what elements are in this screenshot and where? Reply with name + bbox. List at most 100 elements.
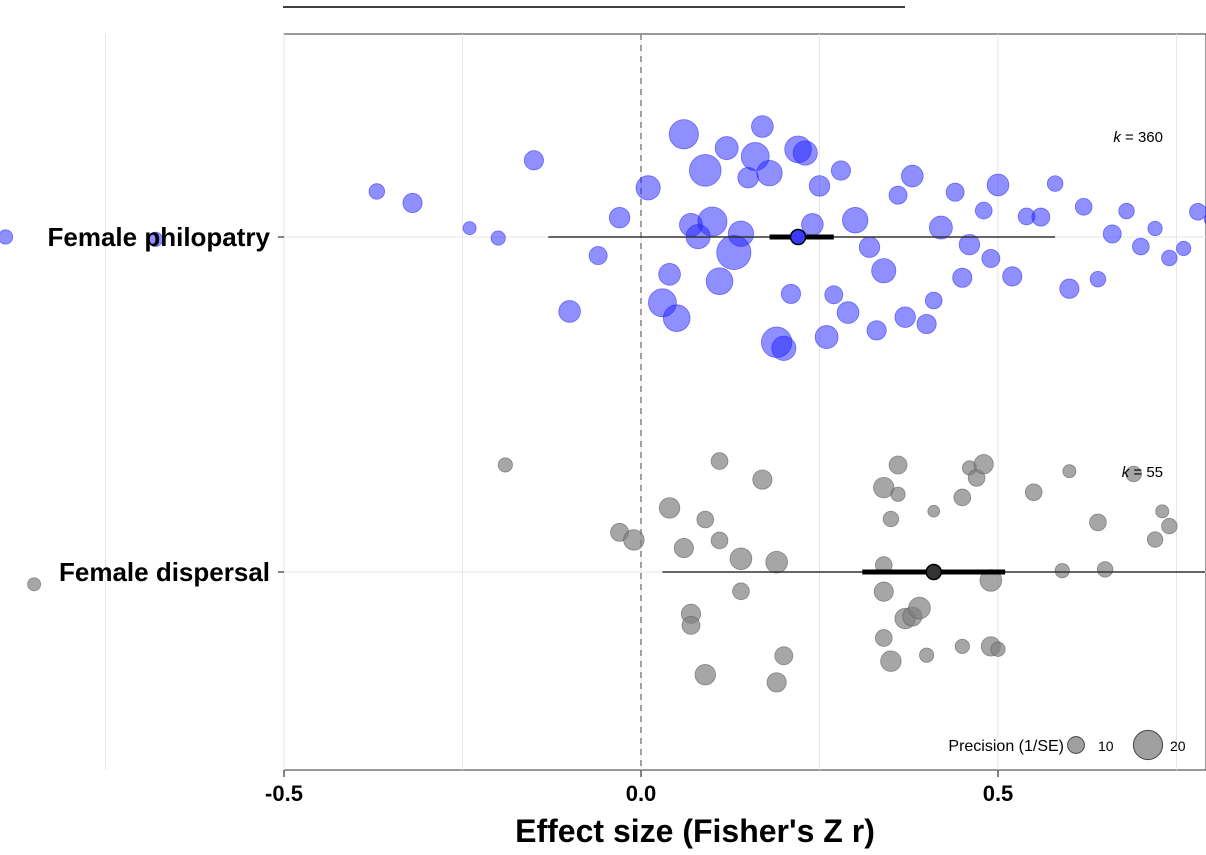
effect-point [729,547,753,571]
effect-point [497,457,513,473]
effect-point [916,313,937,335]
effect-point [1024,483,1043,502]
effect-point [696,510,715,529]
legend-swatch [1132,729,1164,761]
effect-point [771,335,797,361]
plot-panel [283,33,1206,771]
effect-point [974,201,993,220]
effect-point [402,192,423,214]
effect-point [814,325,839,349]
x-tick-label: 0.5 [983,781,1014,806]
effect-point [894,306,916,328]
effect-point [27,577,42,592]
effect-point [858,236,881,258]
legend: Precision (1/SE) 10 20 [948,729,1186,761]
effect-point [1176,240,1192,257]
effect-point [953,488,972,507]
effect-point [1054,563,1070,579]
effect-point [658,263,681,286]
effect-point [1031,207,1051,227]
effect-point [673,538,694,559]
x-axis-title: Effect size (Fisher's Z r) [515,813,875,849]
effect-point [697,206,728,237]
effect-point [710,452,729,470]
pooled-estimate [789,228,807,246]
effect-point [727,220,755,247]
effect-point [836,301,860,324]
effect-point [714,136,739,160]
y-tick-label: Female philopatry [48,222,271,252]
x-axis: -1.0-0.50.00.51.01.5 [265,770,1014,806]
effect-point [990,641,1006,657]
effect-point [981,249,1001,268]
legend-label: 20 [1170,738,1186,754]
effect-point [945,182,965,202]
effect-point [871,258,897,284]
effect-point [1161,517,1178,535]
effect-point [751,115,774,138]
effect-point [623,529,645,551]
effect-point [737,167,759,189]
effect-point [1161,249,1178,267]
data-points [0,115,1206,693]
effect-point [874,629,893,647]
effect-point [986,173,1010,197]
effect-point [873,476,895,499]
effect-point [608,207,631,229]
effect-point [958,233,981,256]
effect-point [808,175,831,197]
effect-point [824,285,844,305]
effect-point [635,175,661,201]
effect-point [908,596,931,620]
effect-point [890,486,906,502]
effect-point [1125,465,1142,483]
effect-point [668,119,699,150]
effect-point [842,207,869,234]
effect-point [973,454,994,475]
effect-point [1046,175,1064,192]
legend-swatch [1067,736,1085,754]
effect-point [924,291,943,310]
x-tick-label: -0.5 [265,781,303,806]
effect-point [766,672,787,693]
effect-point [147,231,164,247]
effect-point [873,581,894,602]
effect-point [888,455,908,475]
effect-point [919,647,935,663]
x-tick-label: 0.0 [626,781,657,806]
effect-point [588,246,608,266]
legend-title: Precision (1/SE) [948,738,1064,755]
effect-point [774,646,794,666]
k-label: k = 360 [1113,129,1163,146]
effect-point [1146,531,1164,548]
effect-point [882,510,900,528]
effect-point [662,304,691,332]
effect-point [1089,270,1107,288]
effect-point [901,164,924,188]
effect-point [0,229,14,245]
effect-point [952,267,973,288]
effect-point [1147,220,1163,237]
effect-point [1096,561,1114,578]
effect-point [928,215,953,240]
legend-label: 10 [1098,738,1114,754]
effect-point [1155,504,1170,519]
effect-point [681,615,701,635]
effect-point [888,185,908,205]
effect-point [1189,202,1206,221]
effect-point [792,140,818,166]
effect-point [732,582,750,601]
effect-point [954,638,970,654]
k-labels: k = 360 k = 55 [1113,129,1163,481]
y-tick-label: Female dispersal [59,557,270,587]
effect-point [1118,202,1135,220]
effect-point [1062,464,1077,479]
pooled-estimate [925,563,942,581]
effect-point [1102,224,1122,244]
effect-point [694,664,716,686]
effect-point [979,569,1003,592]
effect-point [752,469,773,490]
effect-point [801,213,824,236]
effect-point [658,497,681,519]
